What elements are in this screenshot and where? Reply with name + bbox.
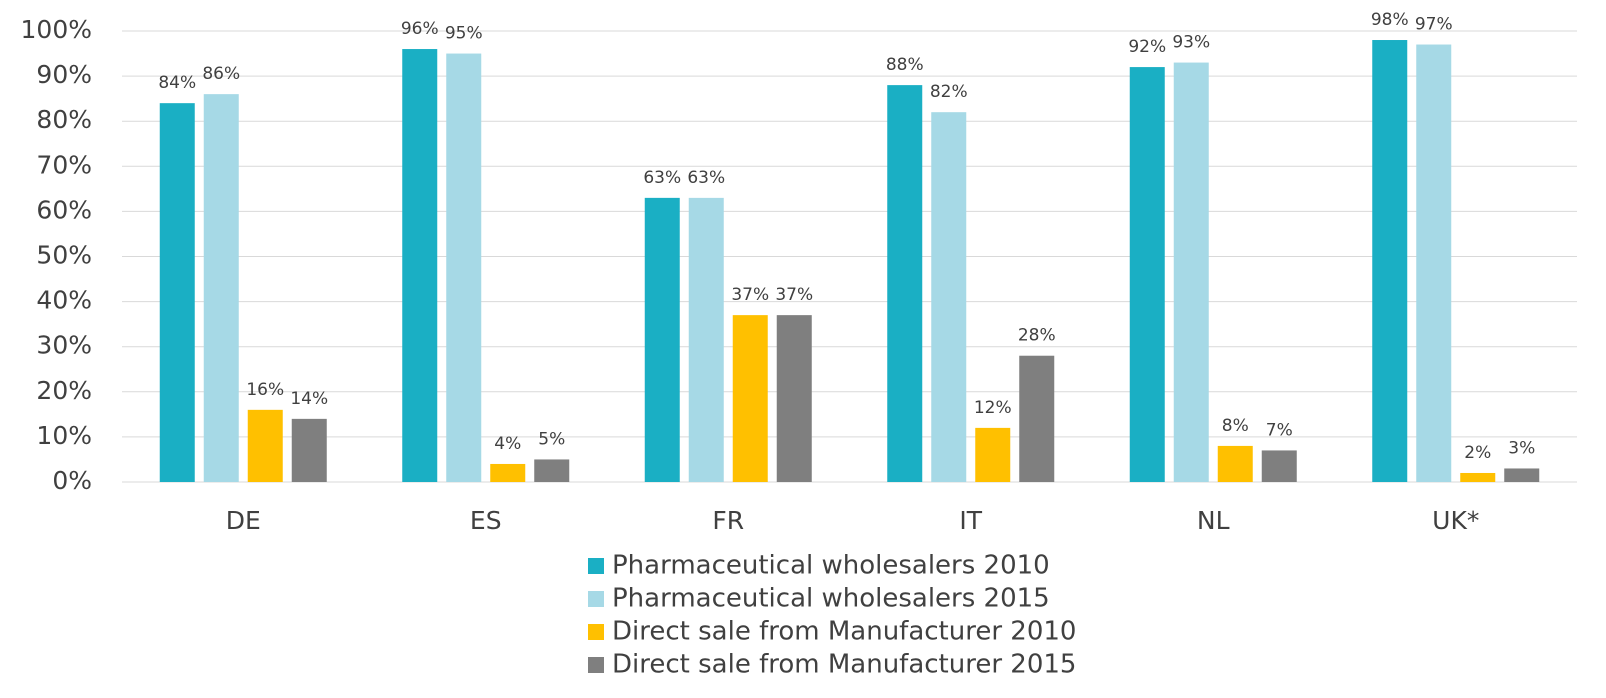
value-label: 82% bbox=[930, 82, 968, 102]
value-label: 7% bbox=[1266, 420, 1293, 440]
bar bbox=[688, 197, 724, 482]
value-label: 86% bbox=[202, 64, 240, 84]
value-label: 88% bbox=[886, 55, 924, 75]
value-label: 97% bbox=[1415, 15, 1453, 35]
bar bbox=[1372, 40, 1408, 483]
y-tick-label: 40% bbox=[36, 286, 92, 315]
value-label: 98% bbox=[1371, 10, 1409, 30]
x-tick-label: UK* bbox=[1432, 506, 1479, 535]
value-label: 95% bbox=[445, 24, 483, 44]
legend-label: Pharmaceutical wholesalers 2010 bbox=[612, 551, 1050, 581]
value-label: 37% bbox=[731, 285, 769, 305]
y-tick-label: 70% bbox=[36, 150, 92, 179]
y-tick-label: 50% bbox=[36, 241, 92, 270]
y-tick-label: 0% bbox=[52, 466, 92, 495]
legend-swatch bbox=[588, 624, 604, 640]
value-label: 96% bbox=[401, 19, 439, 39]
y-tick-label: 90% bbox=[36, 60, 92, 89]
bar bbox=[446, 53, 482, 483]
value-label: 3% bbox=[1508, 438, 1535, 458]
bar bbox=[1416, 44, 1452, 482]
value-label: 2% bbox=[1464, 443, 1491, 463]
y-tick-label: 10% bbox=[36, 421, 92, 450]
bar bbox=[1504, 468, 1540, 482]
bar bbox=[1261, 450, 1297, 482]
bar bbox=[159, 103, 195, 482]
bar bbox=[402, 49, 438, 482]
bar bbox=[1173, 62, 1209, 482]
bar bbox=[732, 315, 768, 482]
value-label: 84% bbox=[158, 73, 196, 93]
bar bbox=[247, 409, 283, 482]
x-tick-label: ES bbox=[470, 506, 502, 535]
value-label: 8% bbox=[1222, 416, 1249, 436]
x-tick-label: IT bbox=[959, 506, 982, 535]
value-label: 63% bbox=[687, 168, 725, 188]
bar bbox=[1019, 355, 1055, 482]
value-label: 5% bbox=[538, 429, 565, 449]
legend-label: Direct sale from Manufacturer 2010 bbox=[612, 617, 1076, 647]
legend-swatch bbox=[588, 657, 604, 673]
value-label: 12% bbox=[974, 398, 1012, 418]
legend-label: Direct sale from Manufacturer 2015 bbox=[612, 650, 1076, 680]
bar bbox=[1217, 445, 1253, 482]
y-tick-label: 80% bbox=[36, 105, 92, 134]
y-tick-label: 100% bbox=[21, 15, 92, 44]
value-label: 16% bbox=[246, 380, 284, 400]
x-tick-label: NL bbox=[1197, 506, 1230, 535]
value-label: 63% bbox=[643, 168, 681, 188]
x-tick-label: FR bbox=[712, 506, 744, 535]
legend-label: Pharmaceutical wholesalers 2015 bbox=[612, 584, 1050, 614]
bar bbox=[534, 459, 570, 482]
value-label: 14% bbox=[290, 389, 328, 409]
value-label: 93% bbox=[1172, 33, 1210, 53]
y-tick-label: 60% bbox=[36, 195, 92, 224]
y-tick-label: 30% bbox=[36, 331, 92, 360]
value-label: 92% bbox=[1128, 37, 1166, 57]
bar bbox=[291, 418, 327, 482]
value-label: 37% bbox=[775, 285, 813, 305]
legend-swatch bbox=[588, 591, 604, 607]
bar bbox=[975, 427, 1011, 482]
bar bbox=[1460, 472, 1496, 482]
bar bbox=[644, 197, 680, 482]
bar bbox=[1129, 67, 1165, 482]
bar bbox=[490, 463, 526, 482]
value-label: 4% bbox=[494, 434, 521, 454]
x-tick-label: DE bbox=[226, 506, 261, 535]
value-label: 28% bbox=[1018, 326, 1056, 346]
bar bbox=[887, 85, 923, 483]
legend-swatch bbox=[588, 558, 604, 574]
bar bbox=[776, 315, 812, 482]
bar bbox=[203, 94, 239, 482]
bar bbox=[931, 112, 967, 483]
y-tick-label: 20% bbox=[36, 376, 92, 405]
